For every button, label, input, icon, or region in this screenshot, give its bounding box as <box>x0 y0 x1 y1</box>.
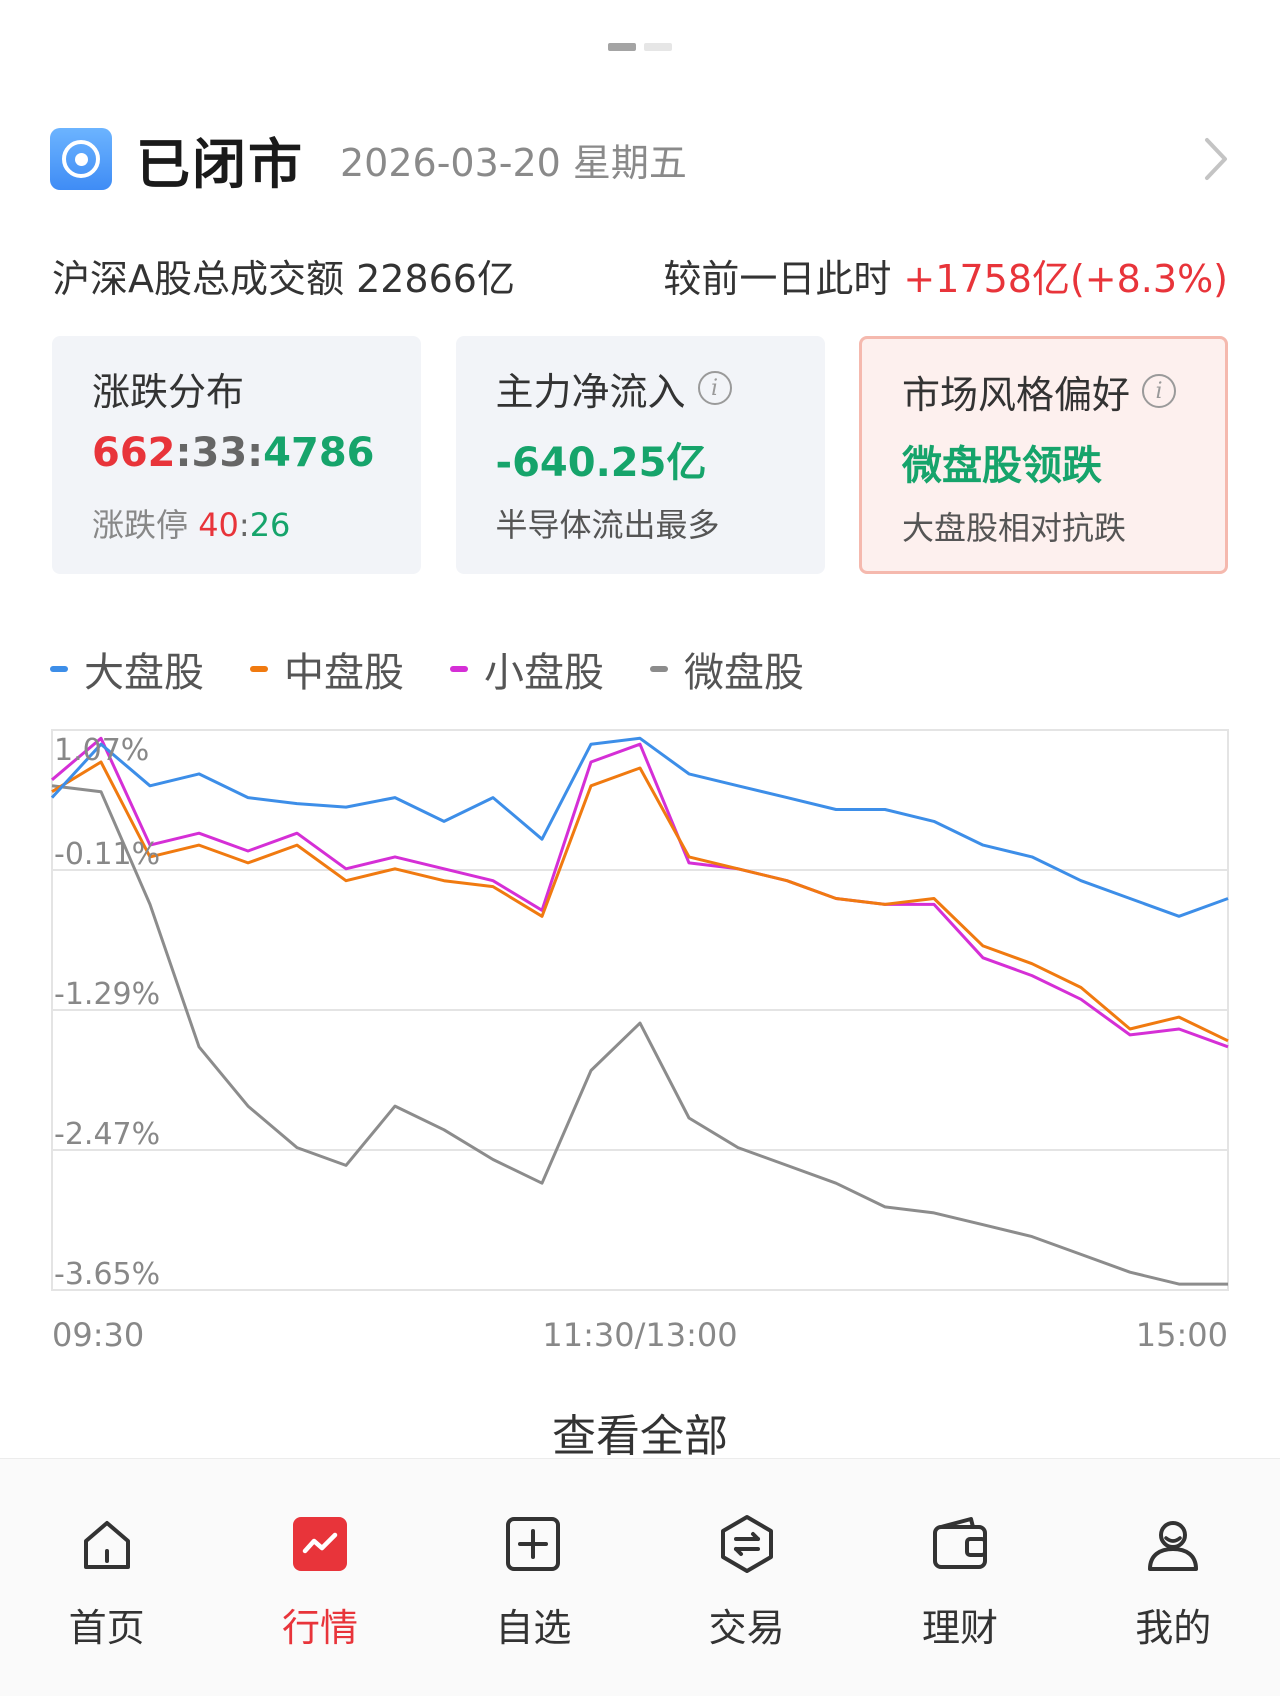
view-all-link[interactable]: 查看全部 <box>552 1411 728 1462</box>
distribution-value: 662:33:4786 <box>92 430 375 476</box>
series-line-小盘股 <box>51 736 1229 1049</box>
distribution-title: 涨跌分布 <box>92 369 245 414</box>
legend-label: 小盘股 <box>484 650 604 696</box>
market-style-title-row: 市场风格偏好 i <box>902 365 1185 417</box>
legend-item[interactable]: 微盘股 <box>650 640 804 698</box>
tab-home[interactable]: 首页 <box>0 1459 213 1696</box>
limit-up-count: 40 <box>198 506 239 544</box>
series-line-中盘股 <box>51 760 1229 1043</box>
x-tick-label: 11:30/13:00 <box>542 1316 738 1354</box>
tab-label: 交易 <box>708 1606 785 1650</box>
y-tick-label: -2.47% <box>54 1117 160 1152</box>
legend-swatch <box>450 666 468 672</box>
market-style-sub: 大盘股相对抗跌 <box>902 509 1127 547</box>
tab-trade[interactable]: 交易 <box>640 1459 853 1696</box>
page-dot[interactable] <box>644 43 672 51</box>
limit-down-count: 26 <box>249 506 291 544</box>
limit-row: 涨跌停 40:26 <box>92 506 291 544</box>
x-tick-label: 15:00 <box>1135 1316 1228 1354</box>
down-count: 4786 <box>263 430 375 476</box>
index-line-chart[interactable]: 1.07% -0.11% -1.29% -2.47% -3.65% <box>48 720 1232 1300</box>
turnover-compare-value: +1758亿(+8.3%) <box>903 257 1228 301</box>
market-style-card[interactable]: 市场风格偏好 i 微盘股领跌 大盘股相对抗跌 <box>859 336 1228 574</box>
profile-icon <box>1148 1521 1199 1571</box>
tab-add-watchlist[interactable]: 自选 <box>427 1459 640 1696</box>
bottom-tab-bar: 首页 行情 自选 交易 理财 我的 <box>0 1458 1280 1696</box>
x-tick-label: 09:30 <box>52 1316 145 1354</box>
y-tick-label: -0.11% <box>54 837 160 872</box>
net-inflow-sub: 半导体流出最多 <box>495 506 720 544</box>
net-inflow-card[interactable]: 主力净流入 i -640.25亿 半导体流出最多 <box>455 336 825 574</box>
summary-cards: 涨跌分布 662:33:4786 涨跌停 40:26 主力净流入 i -640.… <box>52 336 1228 574</box>
legend-label: 大盘股 <box>84 650 204 696</box>
home-icon <box>83 1521 130 1569</box>
tab-label: 我的 <box>1135 1606 1212 1650</box>
series-line-大盘股 <box>50 736 1229 918</box>
net-inflow-title: 主力净流入 <box>495 369 686 414</box>
legend-swatch <box>50 666 68 672</box>
legend-swatch <box>650 666 668 672</box>
legend-item[interactable]: 大盘股 <box>50 640 204 698</box>
market-status-row[interactable]: 已闭市 2026-03-20 星期五 <box>50 120 1240 198</box>
legend-swatch <box>250 666 268 672</box>
y-tick-label: 1.07% <box>54 733 149 768</box>
limit-label: 涨跌停 <box>92 506 189 544</box>
chevron-right-icon[interactable] <box>1190 134 1240 184</box>
tab-wallet[interactable]: 理财 <box>853 1459 1066 1696</box>
series-line-微盘股 <box>51 784 1228 1286</box>
tab-label: 理财 <box>921 1606 998 1650</box>
y-tick-label: -3.65% <box>54 1257 160 1292</box>
tab-label: 行情 <box>281 1606 358 1650</box>
flat-count: 33 <box>191 430 248 476</box>
page-indicator <box>0 43 1280 51</box>
trade-icon <box>720 1515 773 1573</box>
market-date: 2026-03-20 星期五 <box>340 140 687 185</box>
net-inflow-title-row: 主力净流入 i <box>496 362 785 414</box>
chart-legend: 大盘股 中盘股 小盘股 微盘股 <box>50 640 850 698</box>
wallet-icon <box>932 1517 987 1569</box>
market-style-value: 微盘股领跌 <box>902 443 1102 489</box>
info-icon[interactable]: i <box>697 371 732 405</box>
x-axis-ticks: 09:30 11:30/13:00 15:00 <box>52 1316 1228 1354</box>
legend-label: 微盘股 <box>684 650 804 696</box>
tab-label: 自选 <box>495 1606 572 1650</box>
distribution-card[interactable]: 涨跌分布 662:33:4786 涨跌停 40:26 <box>52 336 421 574</box>
tab-market[interactable]: 行情 <box>213 1459 426 1696</box>
legend-item[interactable]: 中盘股 <box>250 640 404 698</box>
market-style-title: 市场风格偏好 <box>902 372 1131 417</box>
add-watchlist-icon <box>506 1517 561 1571</box>
market-status-title: 已闭市 <box>136 132 304 196</box>
turnover-row: 沪深A股总成交额 22866亿 较前一日此时 +1758亿(+8.3%) <box>52 248 1228 303</box>
market-icon <box>292 1517 347 1571</box>
turnover-total: 沪深A股总成交额 22866亿 <box>52 257 515 301</box>
up-count: 662 <box>92 430 176 476</box>
tab-profile[interactable]: 我的 <box>1067 1459 1280 1696</box>
legend-label: 中盘股 <box>284 650 404 696</box>
page-dot-active[interactable] <box>608 43 636 51</box>
net-inflow-value: -640.25亿 <box>495 440 707 486</box>
turnover-compare-label: 较前一日此时 <box>663 257 892 301</box>
tab-label: 首页 <box>68 1606 145 1650</box>
market-status-icon <box>50 128 112 190</box>
turnover-compare: 较前一日此时 +1758亿(+8.3%) <box>663 248 1228 303</box>
y-tick-label: -1.29% <box>54 977 160 1012</box>
info-icon[interactable]: i <box>1142 374 1177 408</box>
legend-item[interactable]: 小盘股 <box>450 640 604 698</box>
